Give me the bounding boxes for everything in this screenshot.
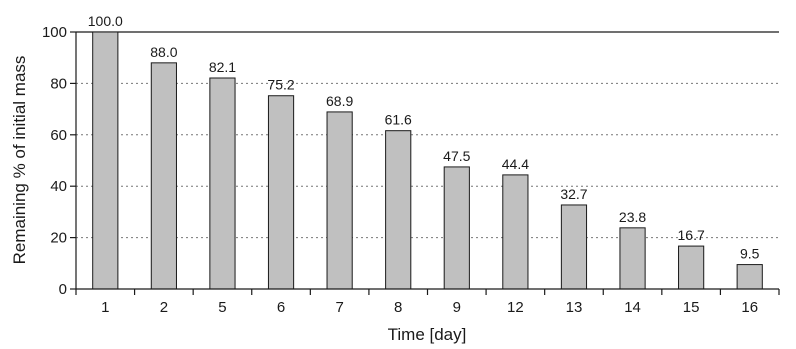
bar-day-9 [443,166,470,290]
grid-lines [76,31,779,239]
x-tick-labels: 1 2 5 6 7 8 9 12 13 14 15 16 [101,299,758,316]
value-label-day-9: 47.5 [443,148,470,164]
x-tick-label-day-13: 13 [566,299,583,316]
value-label-day-16: 9.5 [740,246,760,262]
y-tick-label-80: 80 [50,75,67,92]
value-label-day-12: 44.4 [502,156,529,172]
bar-day-5 [209,77,236,290]
bar-day-13 [560,204,588,290]
bar-day-8 [385,130,412,290]
value-label-day-14: 23.8 [619,209,646,225]
y-tick-label-20: 20 [50,230,67,247]
y-axis-title: Remaining % of initial mass [10,56,29,265]
x-tick-label-day-9: 9 [453,299,461,316]
x-tick-label-day-8: 8 [394,299,402,316]
bar-day-7 [326,111,353,290]
x-tick-label-day-15: 15 [683,299,700,316]
x-tick-label-day-5: 5 [218,299,226,316]
x-axis-title: Time [day] [388,325,467,344]
bar-day-15 [678,245,705,290]
x-tick-label-day-14: 14 [624,299,641,316]
axes [70,31,780,295]
y-tick-label-100: 100 [42,24,67,41]
x-tick-label-day-1: 1 [101,299,109,316]
x-tick-label-day-7: 7 [335,299,343,316]
y-tick-labels: 0 20 40 60 80 100 [42,24,67,298]
x-tick-label-day-6: 6 [277,299,285,316]
value-labels: 100.0 88.0 82.1 75.2 68.9 61.6 47.5 44.4 32.7 23.… [88,13,760,262]
value-label-day-13: 32.7 [560,186,587,202]
bar-day-1 [92,31,119,290]
bar-day-12 [502,174,529,290]
bars [92,31,763,290]
y-tick-label-40: 40 [50,178,67,195]
y-tick-label-60: 60 [50,127,67,144]
y-tick-label-0: 0 [59,281,67,298]
bar-day-2 [150,62,177,290]
value-label-day-8: 61.6 [385,112,412,128]
x-tick-label-day-16: 16 [741,299,758,316]
value-label-day-7: 68.9 [326,93,353,109]
value-label-day-2: 88.0 [150,44,177,60]
bar-day-6 [267,95,295,290]
x-tick-label-day-2: 2 [160,299,168,316]
bar-day-16 [736,264,763,290]
x-tick-label-day-12: 12 [507,299,524,316]
value-label-day-1: 100.0 [88,13,123,29]
value-label-day-15: 16.7 [678,227,705,243]
bar-day-14 [619,227,646,290]
value-label-day-5: 82.1 [209,59,236,75]
value-label-day-6: 75.2 [267,77,294,93]
